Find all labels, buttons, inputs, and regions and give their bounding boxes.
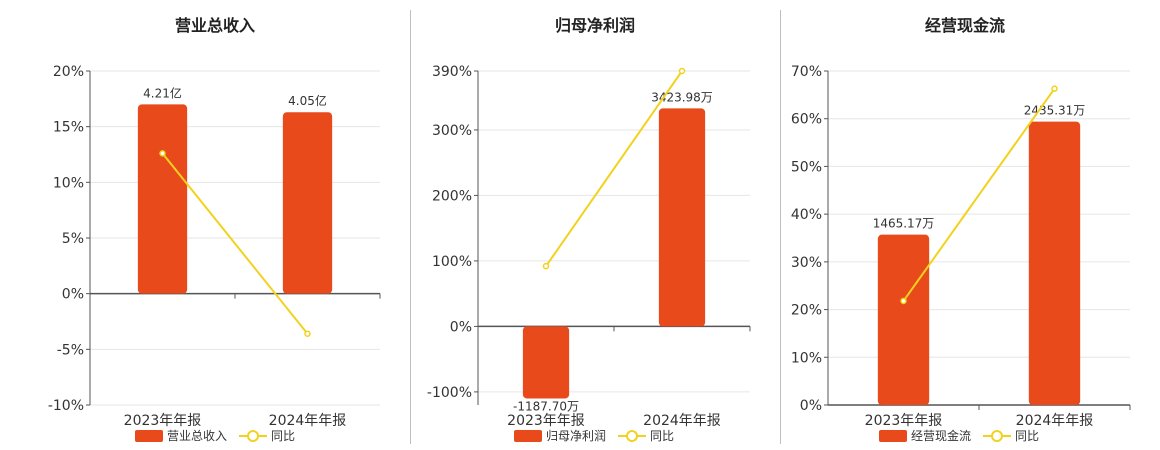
x-category-label: 2023年年报 [124,413,202,429]
y-tick-label: 60% [791,112,822,128]
y-tick-label: 20% [791,303,822,319]
data-label: -1187.70万 [513,399,579,413]
chart-panel-revenue: 营业总收入 20% 15% 10% 5% 0% -5% -10% 4.21亿 4.05亿 2023… [30,0,400,450]
chart-svg-cashflow: 70% 60% 50% 40% 30% 20% 10% 0% 1465.17万 2435.31万 2… [791,64,1131,443]
legend-swatch-bar [135,430,163,442]
y-tick-label: 0% [450,319,472,335]
x-category-label: 2024年年报 [1016,413,1094,429]
chart-title: 营业总收入 [174,16,255,35]
bar [282,112,333,294]
y-tick-label: 10% [791,350,822,366]
panel-divider [780,10,781,444]
y-tick-label: 0% [62,287,84,303]
legend-label: 同比 [271,429,295,443]
y-tick-label: 20% [53,64,84,80]
chart-panel-cashflow: 经营现金流 70% 60% 50% 40% 30% 20% 10% 0% 1465.17万 243… [780,0,1150,450]
y-tick-label: 50% [791,159,822,175]
y-tick-label: 30% [791,255,822,271]
y-tick-label: -100% [427,385,472,401]
legend-label: 营业总收入 [167,429,227,443]
yoy-line [545,70,683,267]
bar [522,326,570,399]
bar [877,234,930,405]
yoy-point [900,297,907,305]
data-label: 1465.17万 [873,217,935,231]
bar [658,108,706,327]
y-tick-label: -5% [57,342,84,358]
legend-swatch-marker [247,430,259,442]
x-category-label: 2024年年报 [643,413,721,429]
yoy-point [159,150,166,157]
chart-title: 经营现金流 [924,16,1005,35]
chart-svg-revenue: 20% 15% 10% 5% 0% -5% -10% 4.21亿 4.05亿 2023年年报 202… [48,64,381,443]
yoy-line [161,152,309,335]
legend-swatch-bar [879,430,907,442]
y-tick-label: -10% [48,398,84,414]
x-category-label: 2023年年报 [507,413,585,429]
y-tick-label: 100% [432,254,472,270]
y-tick-label: 300% [432,123,472,139]
y-tick-label: 5% [62,231,84,247]
yoy-point [542,262,550,270]
legend-label: 同比 [650,429,674,443]
y-tick-label: 10% [53,175,84,191]
y-tick-label: 0% [800,398,822,414]
legend-swatch-marker [991,430,1003,442]
y-tick-label: 70% [791,64,822,80]
yoy-line [902,88,1056,302]
panel-divider [410,10,411,444]
y-tick-label: 15% [53,120,84,136]
bar [137,104,188,294]
yoy-point [1051,85,1058,92]
bar [1028,121,1081,405]
y-tick-label: 390% [432,64,472,80]
chart-panel-net-profit: 归母净利润 390% 300% 200% 100% 0% -100% -1187.70万 34… [410,0,780,450]
legend-swatch-bar [514,430,542,442]
data-label: 4.21亿 [143,85,182,100]
y-tick-label: 200% [432,188,472,204]
legend-swatch-marker [626,430,638,442]
chart-svg-net-profit: 390%300%200%100%0%-100%-1187.70万3423.98万… [427,64,751,443]
x-category-label: 2024年年报 [269,413,347,429]
chart-title: 归母净利润 [554,16,635,35]
x-category-label: 2023年年报 [865,413,943,429]
legend-label: 归母净利润 [546,429,606,443]
legend-label: 经营现金流 [911,428,971,443]
y-tick-label: 40% [791,207,822,223]
data-label: 4.05亿 [288,93,327,108]
legend-label: 同比 [1015,429,1039,443]
yoy-point [678,67,686,75]
yoy-point [304,330,311,337]
data-label: 2435.31万 [1024,104,1086,118]
